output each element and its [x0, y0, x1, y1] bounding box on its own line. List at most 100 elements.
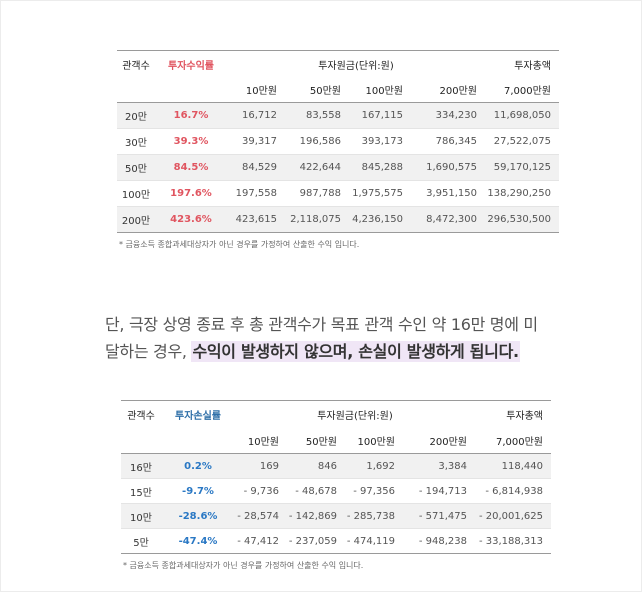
highlighted-text: 수익이 발생하지 않으며, 손실이 발생하게 됩니다. [191, 341, 520, 362]
table-row: 100만 197.6% 197,558 987,788 1,975,575 3,… [117, 180, 559, 207]
value-cell: - 28,574 [235, 503, 287, 529]
value-cell: 3,951,150 [411, 180, 485, 207]
amount-header: 200만원 [403, 428, 475, 454]
header-audience: 관객수 [127, 411, 155, 422]
value-cell: 423,615 [227, 206, 285, 233]
amount-header: 100만원 [345, 428, 403, 454]
value-cell: - 97,356 [345, 478, 403, 504]
value-cell: 4,236,150 [349, 206, 411, 233]
value-cell: - 6,814,938 [475, 478, 551, 504]
value-cell: 296,530,500 [485, 206, 559, 233]
rate-cell: -47.4% [178, 535, 218, 547]
value-cell: 393,173 [349, 128, 411, 155]
header-total: 투자총액 [514, 60, 551, 72]
rate-cell: 16.7% [155, 102, 227, 129]
value-cell: - 33,188,313 [478, 535, 543, 547]
table-row: 16만 0.2% 169 846 1,692 3,384 118,440 [121, 453, 551, 479]
value-cell: 84,529 [227, 154, 285, 181]
value-cell: 59,170,125 [485, 154, 559, 181]
value-cell: 786,345 [411, 128, 485, 155]
table-row: 20만 16.7% 16,712 83,558 167,115 334,230 … [117, 102, 559, 129]
value-cell: 83,558 [285, 102, 349, 129]
loss-table: 관객수 투자손실률 투자원금(단위:원) 투자총액 10만원 50만원 100만… [121, 400, 551, 554]
value-cell: 27,522,075 [485, 128, 559, 155]
value-cell: 11,698,050 [485, 102, 559, 129]
table-row: 10만 -28.6% - 28,574 - 142,869 - 285,738 … [121, 503, 551, 529]
audience-cell: 50만 [117, 154, 155, 181]
value-cell: 987,788 [285, 180, 349, 207]
amount-header: 10만원 [235, 428, 287, 454]
value-cell: - 237,059 [288, 535, 337, 547]
table-note: * 금융소득 종합과세대상자가 아닌 경우를 가정하여 산출한 수익 입니다. [123, 561, 364, 570]
profit-table: 관객수 투자수익률 투자원금(단위:원) 투자총액 10만원 50만원 100만… [117, 50, 559, 233]
table-header-row: 관객수 투자손실률 투자원금(단위:원) 투자총액 [121, 401, 551, 429]
amount-header: 10만원 [227, 77, 285, 103]
value-cell: 3,384 [403, 453, 475, 479]
header-total: 투자총액 [506, 411, 543, 422]
amount-header: 7,000만원 [475, 428, 551, 454]
table-row: 200만 423.6% 423,615 2,118,075 4,236,150 … [117, 206, 559, 233]
paragraph-text: 달하는 경우, [105, 342, 192, 361]
audience-cell: 30만 [117, 128, 155, 155]
value-cell: - 9,736 [235, 478, 287, 504]
paragraph-line: 달하는 경우, 수익이 발생하지 않으며, 손실이 발생하게 됩니다. [105, 338, 575, 365]
value-cell: 1,692 [345, 453, 403, 479]
rate-cell: 423.6% [155, 206, 227, 233]
table-row: 15만 -9.7% - 9,736 - 48,678 - 97,356 - 19… [121, 478, 551, 504]
table-note: * 금융소득 종합과세대상자가 아닌 경우를 가정하여 산출한 수익 입니다. [119, 240, 360, 249]
header-audience: 관객수 [122, 60, 150, 72]
audience-cell: 200만 [117, 206, 155, 233]
value-cell: - 571,475 [403, 503, 475, 529]
value-cell: 39,317 [227, 128, 285, 155]
audience-cell: 5만 [133, 537, 149, 549]
value-cell: 845,288 [349, 154, 411, 181]
audience-cell: 15만 [121, 478, 161, 504]
value-cell: 422,644 [285, 154, 349, 181]
value-cell: - 948,238 [418, 535, 467, 547]
amount-header: 50만원 [287, 428, 345, 454]
body-paragraph: 단, 극장 상영 종료 후 총 관객수가 목표 관객 수인 약 16만 명에 미… [105, 311, 575, 365]
table-subheader-row: 10만원 50만원 100만원 200만원 7,000만원 [117, 77, 559, 103]
audience-cell: 10만 [121, 503, 161, 529]
value-cell: - 20,001,625 [475, 503, 551, 529]
header-principal: 투자원금(단위:원) [317, 411, 393, 422]
value-cell: - 474,119 [346, 535, 395, 547]
rate-cell: -9.7% [161, 478, 235, 504]
audience-cell: 16만 [121, 453, 161, 479]
rate-cell: 197.6% [155, 180, 227, 207]
value-cell: - 285,738 [345, 503, 403, 529]
value-cell: - 47,412 [237, 535, 279, 547]
table-row: 5만 -47.4% - 47,412 - 237,059 - 474,119 -… [121, 529, 551, 554]
amount-header: 7,000만원 [485, 77, 559, 103]
value-cell: 8,472,300 [411, 206, 485, 233]
table-header-row: 관객수 투자수익률 투자원금(단위:원) 투자총액 [117, 51, 559, 78]
value-cell: 334,230 [411, 102, 485, 129]
table-subheader-row: 10만원 50만원 100만원 200만원 7,000만원 [121, 428, 551, 454]
value-cell: 846 [287, 453, 345, 479]
value-cell: 167,115 [349, 102, 411, 129]
amount-header: 50만원 [285, 77, 349, 103]
rate-cell: 39.3% [155, 128, 227, 155]
value-cell: - 194,713 [403, 478, 475, 504]
header-rate: 투자수익률 [168, 60, 214, 72]
paragraph-line: 단, 극장 상영 종료 후 총 관객수가 목표 관객 수인 약 16만 명에 미 [105, 315, 538, 334]
value-cell: 1,690,575 [411, 154, 485, 181]
amount-header: 200만원 [411, 77, 485, 103]
audience-cell: 100만 [117, 180, 155, 207]
audience-cell: 20만 [117, 102, 155, 129]
rate-cell: -28.6% [161, 503, 235, 529]
value-cell: 196,586 [285, 128, 349, 155]
value-cell: 2,118,075 [285, 206, 349, 233]
value-cell: - 142,869 [287, 503, 345, 529]
value-cell: 1,975,575 [349, 180, 411, 207]
value-cell: 138,290,250 [485, 180, 559, 207]
amount-header: 100만원 [349, 77, 411, 103]
rate-cell: 0.2% [161, 453, 235, 479]
rate-cell: 84.5% [155, 154, 227, 181]
table-row: 30만 39.3% 39,317 196,586 393,173 786,345… [117, 128, 559, 155]
value-cell: 169 [235, 453, 287, 479]
value-cell: 16,712 [227, 102, 285, 129]
header-principal: 투자원금(단위:원) [318, 60, 394, 72]
value-cell: 197,558 [227, 180, 285, 207]
value-cell: - 48,678 [287, 478, 345, 504]
